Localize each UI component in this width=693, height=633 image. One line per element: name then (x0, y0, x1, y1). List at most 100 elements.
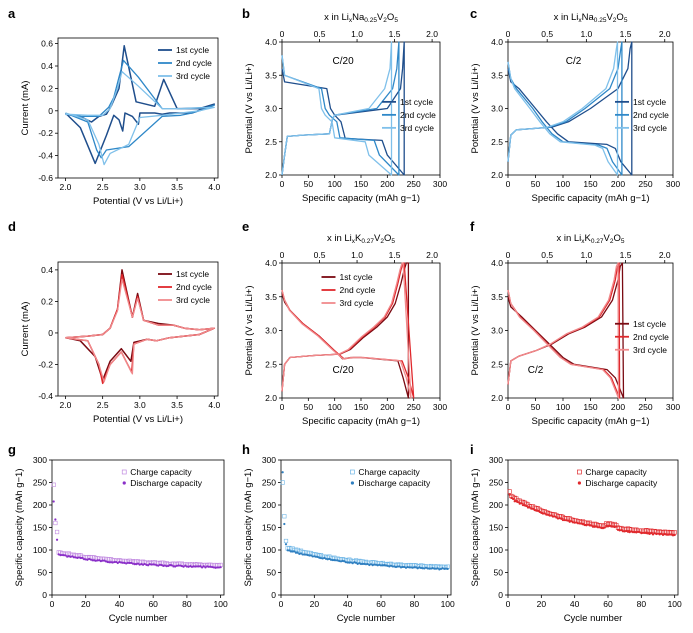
discharge-point (173, 565, 177, 568)
series-line (281, 41, 393, 176)
discharge-point (408, 566, 411, 569)
discharge-point (364, 563, 368, 566)
discharge-point (61, 553, 64, 557)
x-axis-label: Cycle number (564, 613, 623, 624)
y-tick-label: 200 (489, 500, 503, 510)
discharge-point (197, 565, 200, 568)
discharge-point (284, 543, 288, 546)
panel-d: d 2.0 2.5 3.0 3.5 4.0 -0.4 -0.2 0 0.2 0.4 Potential… (8, 219, 220, 425)
x-tick-label: 4.0 (208, 182, 220, 192)
discharge-point (346, 561, 349, 564)
discharge-point (521, 503, 525, 507)
legend-label: 3rd cycle (176, 71, 210, 81)
y-tick-label: 50 (494, 568, 504, 578)
discharge-point (525, 504, 528, 508)
discharge-point (651, 533, 655, 536)
discharge-point (600, 526, 603, 530)
x-axis-label: Potential (V vs Li/Li+) (93, 414, 183, 425)
discharge-point (406, 565, 409, 569)
plot-frame (281, 41, 441, 176)
x-tick-label: 3.5 (171, 182, 183, 192)
x-tick-label: 20 (81, 599, 91, 609)
discharge-point (298, 552, 301, 555)
y-tick-label: -0.6 (38, 173, 53, 183)
x-tick-label: 100 (328, 402, 342, 412)
x-tick-label: 100 (214, 599, 228, 609)
y-tick-label: 3.0 (265, 104, 277, 114)
discharge-point (528, 506, 531, 509)
discharge-point (620, 528, 623, 532)
panel-letter: e (242, 219, 249, 234)
discharge-point (586, 523, 590, 526)
discharge-point (303, 553, 306, 556)
series-line (507, 41, 619, 176)
discharge-point (62, 554, 65, 557)
discharge-point (329, 558, 333, 561)
discharge-point (207, 565, 210, 568)
discharge-point (291, 550, 294, 553)
discharge-point (378, 563, 381, 566)
top-tick-label: 1.0 (351, 29, 363, 39)
plot-frame (281, 262, 441, 399)
discharge-point (426, 567, 429, 570)
discharge-point (541, 512, 545, 515)
discharge-point (618, 529, 621, 532)
legend-label: 2nd cycle (633, 332, 669, 342)
y-tick-label: 0.2 (41, 296, 53, 306)
x-tick-label: 100 (441, 599, 455, 609)
discharge-point (114, 560, 118, 564)
x-tick-label: 80 (410, 599, 420, 609)
discharge-point (635, 531, 638, 534)
x-tick-label: 200 (380, 179, 394, 189)
discharge-point (316, 555, 319, 558)
discharge-point (170, 564, 173, 567)
discharge-point (326, 558, 329, 561)
discharge-point (313, 555, 316, 558)
x-tick-label: 250 (638, 402, 652, 412)
discharge-point (414, 566, 418, 569)
series-line (65, 278, 215, 383)
discharge-point (101, 559, 104, 562)
discharge-point (374, 563, 378, 566)
x-tick-label: 50 (304, 179, 314, 189)
top-axis-label: x in Lix​K0.27​V2​O5​ (556, 233, 624, 245)
x-tick-label: 100 (556, 179, 570, 189)
legend-label: Discharge capacity (585, 478, 658, 488)
discharge-point (396, 565, 399, 568)
discharge-point (386, 564, 389, 567)
top-tick-label: 0 (280, 29, 285, 39)
y-tick-label: 0 (42, 590, 47, 600)
discharge-point (601, 527, 605, 530)
discharge-point (655, 532, 658, 536)
discharge-point (388, 565, 391, 568)
x-axis-label: Specific capacity (mAh g−1) (531, 193, 649, 204)
discharge-point (379, 564, 383, 567)
discharge-point (591, 525, 595, 528)
x-tick-label: 3.0 (134, 400, 146, 410)
x-tick-label: 20 (537, 599, 547, 609)
discharge-point (419, 566, 423, 570)
charge-point (54, 529, 60, 535)
plot-frame (57, 37, 219, 179)
y-tick-label: -0.4 (38, 391, 53, 401)
top-axis-label: x in Lix​K0.27​V2​O5​ (327, 233, 395, 245)
top-tick-label: 0 (506, 29, 511, 39)
discharge-point (339, 560, 343, 563)
x-tick-label: 0 (280, 402, 285, 412)
series-line (507, 262, 621, 399)
discharge-point (391, 565, 394, 568)
panel-letter: h (242, 442, 250, 457)
discharge-point (641, 531, 645, 534)
discharge-point (59, 554, 62, 557)
discharge-point (383, 564, 386, 567)
discharge-point (77, 556, 81, 559)
x-tick-label: 100 (328, 179, 342, 189)
series-line (507, 262, 625, 399)
legend-label: 1st cycle (633, 97, 666, 107)
legend-marker (121, 469, 127, 475)
discharge-point (182, 565, 185, 568)
discharge-point (123, 561, 126, 565)
discharge-point (212, 566, 215, 569)
x-tick-label: 0 (280, 179, 285, 189)
